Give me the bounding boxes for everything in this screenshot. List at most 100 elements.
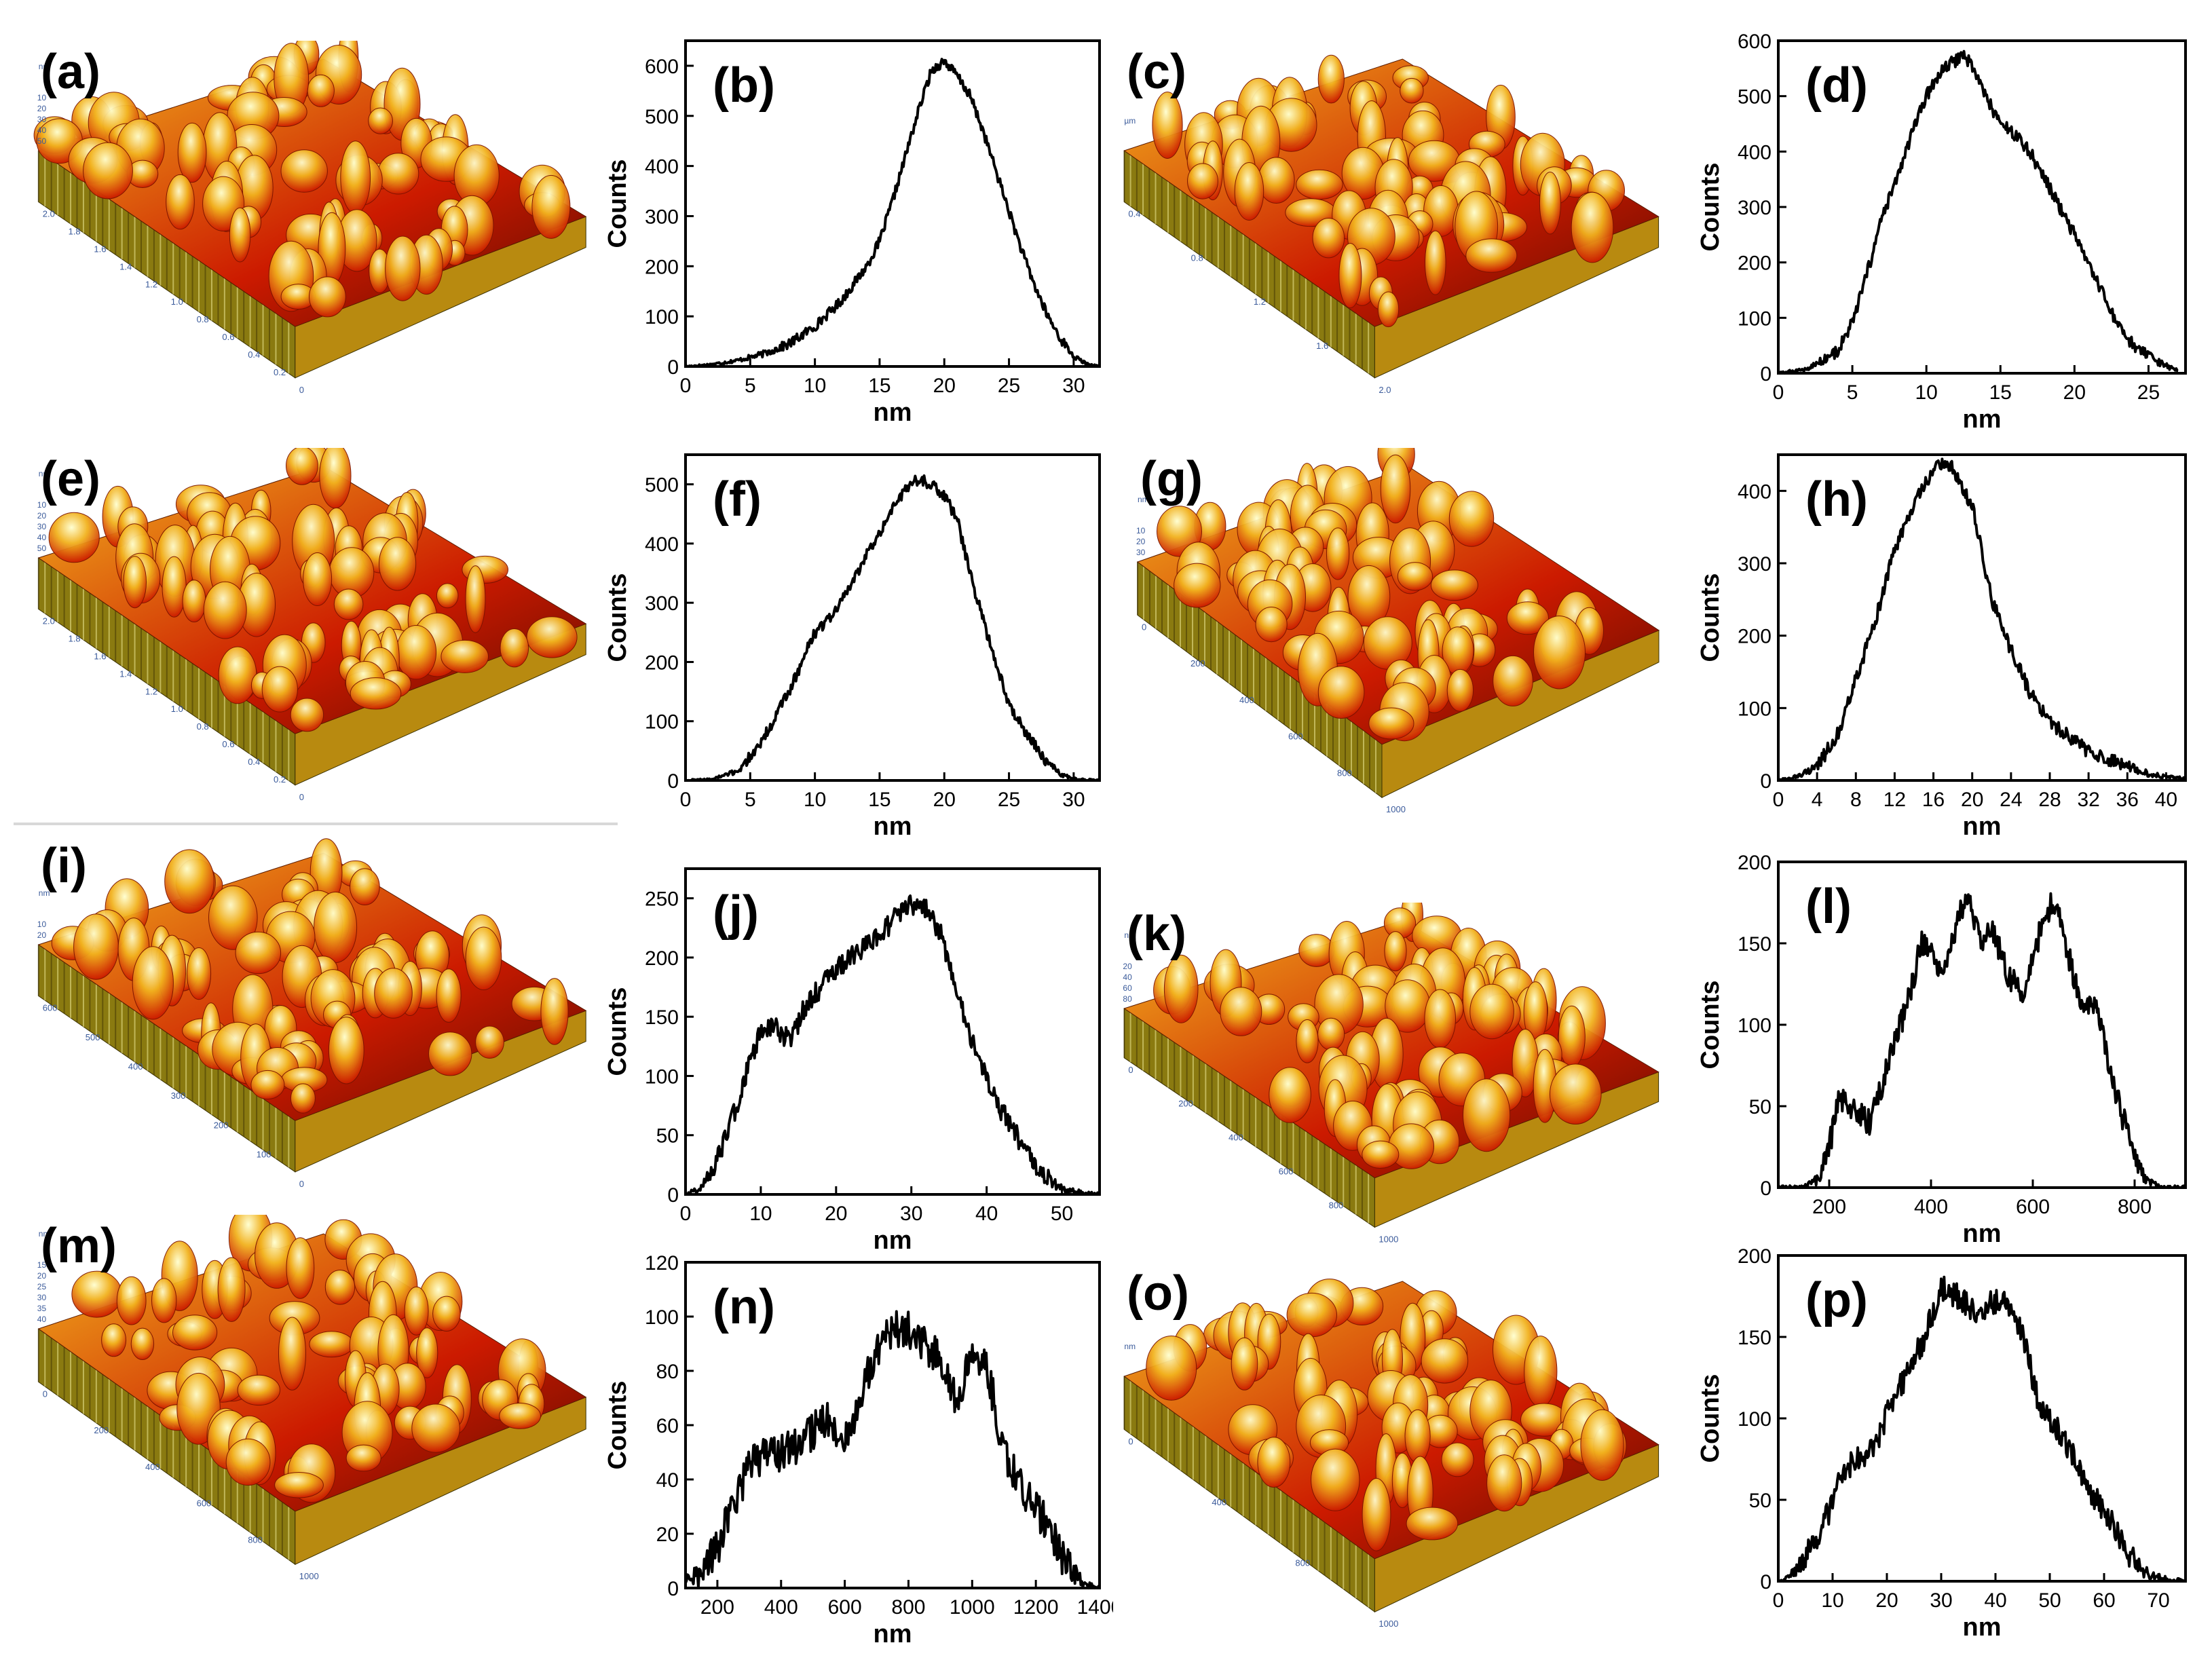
surface-grain xyxy=(235,931,282,975)
surface-grain xyxy=(411,1403,460,1453)
y-tick-label: 500 xyxy=(645,474,679,497)
surface-grain xyxy=(1425,230,1446,295)
scale-unit-label: nm xyxy=(39,1229,50,1239)
y-tick-label: 50 xyxy=(1749,1096,1772,1118)
x-tick-label: 0 xyxy=(1773,789,1784,811)
axis-tick-label: 800 xyxy=(1329,1200,1344,1210)
x-tick-label: 5 xyxy=(1847,381,1858,404)
surface-grain xyxy=(1524,1336,1558,1408)
axis-tick-label: 100 xyxy=(257,1150,271,1160)
y-tick-label: 500 xyxy=(645,106,679,128)
axis-tick-label: 0 xyxy=(43,1389,48,1399)
axis-tick-label: 1.8 xyxy=(69,227,81,237)
afm-3d-topography-e: 50 40 30 20 10 2.0 1.8 1.6 1.4 1.2 1.0 0.8 0.6 0.4 0.2… xyxy=(27,448,597,814)
scale-unit-label: nm xyxy=(39,469,50,478)
y-tick-label: 60 xyxy=(656,1415,679,1437)
y-tick-label: 300 xyxy=(1738,553,1772,575)
x-tick-label: 40 xyxy=(1984,1589,2006,1612)
surface-grain xyxy=(377,153,419,195)
scale-unit-label: nm xyxy=(1124,930,1136,940)
y-tick-label: 100 xyxy=(1738,698,1772,720)
surface-grain xyxy=(172,1315,218,1351)
surface-grain xyxy=(432,1296,461,1332)
axis-tick-label: 1.4 xyxy=(119,668,132,679)
surface-grain xyxy=(182,580,206,623)
x-tick-label: 1000 xyxy=(950,1596,995,1619)
surface-grain xyxy=(286,1237,315,1299)
x-tick-label: 30 xyxy=(1930,1589,1952,1612)
surface-grain xyxy=(465,926,502,991)
surface-grain xyxy=(123,556,147,609)
surface-grain xyxy=(237,1374,280,1406)
surface-grain xyxy=(540,978,569,1045)
axis-tick-label: 0 xyxy=(299,385,304,395)
x-tick-label: 36 xyxy=(2116,789,2139,811)
y-tick-label: 200 xyxy=(1738,1245,1772,1268)
y-tick-label: 100 xyxy=(1738,1408,1772,1431)
z-tick-label: 20 xyxy=(1136,537,1146,546)
y-tick-label: 0 xyxy=(667,1184,679,1207)
panel-label: (f) xyxy=(713,472,762,527)
surface-grain xyxy=(280,149,328,193)
surface-grain xyxy=(225,1438,271,1486)
axis-tick-label: 1000 xyxy=(1379,1234,1398,1244)
panel-label: (c) xyxy=(1127,45,1186,99)
x-tick-label: 1200 xyxy=(1013,1596,1059,1619)
surface-grain xyxy=(385,235,421,301)
histogram-panel-b: 0 5 10 15 20 25 30 0 100 200 300 400 500 600 nm Counts(… xyxy=(591,20,1113,434)
surface-grain xyxy=(1463,1078,1511,1152)
x-axis-label: nm xyxy=(1963,812,2002,841)
x-axis-label: nm xyxy=(874,398,912,427)
surface-grain xyxy=(290,1083,316,1114)
surface-grain xyxy=(1311,1448,1360,1511)
y-tick-label: 300 xyxy=(645,592,679,615)
scale-unit-label: nm xyxy=(39,62,50,71)
afm-3d-topography-i: 20 10 600 500 400 300 200 100 0 nm (i) xyxy=(27,835,597,1201)
z-tick-label: 20 xyxy=(37,104,47,113)
y-tick-label: 100 xyxy=(645,306,679,328)
surface-grain xyxy=(101,1323,127,1357)
surface-grain xyxy=(1234,162,1264,221)
x-tick-label: 40 xyxy=(2155,789,2177,811)
surface-grain xyxy=(307,74,335,107)
surface-grain xyxy=(1187,163,1218,200)
surface-grain xyxy=(1296,1019,1319,1063)
x-axis-label: nm xyxy=(874,1226,912,1255)
plot-frame xyxy=(684,39,1101,368)
surface-grain xyxy=(1255,607,1288,643)
y-tick-label: 200 xyxy=(645,256,679,278)
x-tick-label: 8 xyxy=(1850,789,1862,811)
x-tick-label: 16 xyxy=(1922,789,1945,811)
surface-grain xyxy=(229,207,251,263)
surface-grain xyxy=(1465,238,1518,273)
surface-grain xyxy=(1469,983,1514,1040)
axis-tick-label: 0.6 xyxy=(222,332,234,342)
afm-surface-render: 30 20 10 0 200 400 600 800 1000 nm(g) xyxy=(1136,448,1660,814)
y-tick-label: 150 xyxy=(645,1006,679,1029)
axis-tick-label: 1.0 xyxy=(171,297,183,307)
afm-3d-topography-o: 0 400 800 1000 nm (o) xyxy=(1113,1262,1670,1642)
surface-grain xyxy=(1397,562,1433,591)
surface-grain xyxy=(1362,1140,1400,1169)
x-tick-label: 12 xyxy=(1883,789,1906,811)
histogram-curve xyxy=(1778,50,2179,375)
axis-tick-label: 1000 xyxy=(1386,804,1406,814)
y-tick-label: 200 xyxy=(645,651,679,674)
axis-tick-label: 0.8 xyxy=(197,314,209,324)
surface-grain xyxy=(1493,655,1533,706)
surface-grain xyxy=(436,583,459,609)
y-tick-label: 400 xyxy=(645,533,679,556)
y-tick-label: 300 xyxy=(645,206,679,228)
axis-tick-label: 400 xyxy=(145,1462,160,1472)
y-tick-label: 50 xyxy=(1749,1490,1772,1512)
surface-grain xyxy=(374,968,413,1019)
surface-grain xyxy=(218,646,257,704)
axis-tick-label: 0.4 xyxy=(1128,209,1140,219)
surface-grain xyxy=(162,556,187,618)
z-tick-label: 10 xyxy=(37,920,47,929)
x-tick-label: 400 xyxy=(764,1596,798,1619)
y-tick-label: 300 xyxy=(1738,197,1772,219)
surface-grain xyxy=(250,1070,285,1100)
